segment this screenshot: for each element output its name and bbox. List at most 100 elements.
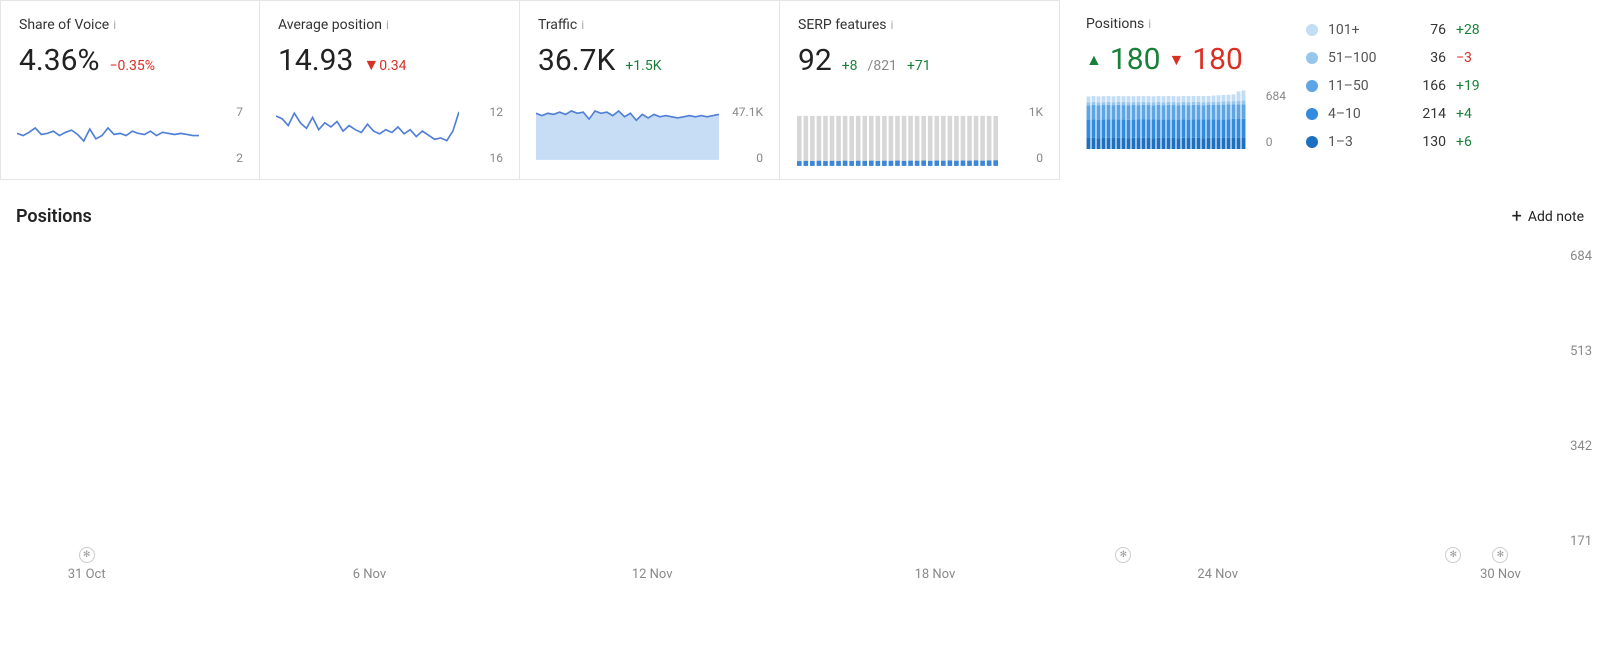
- legend-label: 11–50: [1328, 72, 1400, 100]
- triangle-down-icon: ▼: [1168, 50, 1184, 70]
- x-tick: 18 Nov: [915, 567, 956, 582]
- positions-down: 180: [1192, 42, 1243, 77]
- card-title: Average position i: [278, 17, 501, 33]
- sparkline: 1K 0: [796, 105, 1043, 165]
- legend-label: 51–100: [1328, 44, 1400, 72]
- card-title: SERP features i: [798, 17, 1041, 33]
- plus-icon: +: [1512, 206, 1522, 227]
- metric-row: 36.7K +1.5K: [538, 43, 761, 78]
- legend-label: 1–3: [1328, 128, 1400, 156]
- legend-dot-icon: [1306, 52, 1318, 64]
- sparkline-svg: [276, 105, 459, 160]
- sparkline-svg: [536, 105, 719, 160]
- info-icon[interactable]: i: [386, 18, 389, 32]
- add-note-label: Add note: [1528, 209, 1584, 225]
- legend-row[interactable]: 4–10 214 +4: [1306, 100, 1492, 128]
- positions-up-down: ▲ 180 ▼ 180: [1086, 42, 1286, 77]
- sparkline: 47.1K 0: [536, 105, 763, 165]
- card-title: Positions i: [1086, 16, 1286, 32]
- spark-y-bot: 0: [723, 151, 763, 165]
- x-tick: 30 Nov: [1480, 567, 1521, 582]
- legend-row[interactable]: 1–3130+6: [1306, 128, 1492, 156]
- legend-row[interactable]: 11–50166+19: [1306, 72, 1492, 100]
- legend-label: 101+: [1328, 16, 1400, 44]
- triangle-up-icon: ▲: [1086, 50, 1102, 70]
- metric-delta: +1.5K: [625, 58, 661, 74]
- metric-value: 4.36%: [19, 43, 99, 78]
- legend-label: 4–10: [1328, 100, 1400, 128]
- metric-row: 14.93 ▼0.34: [278, 43, 501, 78]
- card-title-text: Share of Voice: [19, 17, 109, 33]
- spark-y-top: 1K: [1003, 105, 1043, 119]
- card-serp-features[interactable]: SERP features i 92 +8 /821 +71 1K 0: [780, 0, 1060, 180]
- positions-mini-chart: 684 0: [1086, 89, 1286, 149]
- card-average-position[interactable]: Average position i 14.93 ▼0.34 12 16: [260, 0, 520, 180]
- x-tick: 24 Nov: [1197, 567, 1238, 582]
- metric-delta: −0.35%: [109, 58, 155, 74]
- spark-y-bot: 0: [1266, 135, 1286, 149]
- spark-y-top: 7: [203, 105, 243, 119]
- metric-row: 4.36% −0.35%: [19, 43, 241, 78]
- info-icon[interactable]: i: [581, 18, 584, 32]
- spark-y-labels: 7 2: [203, 105, 243, 165]
- legend-count: 214: [1410, 100, 1446, 128]
- sparkline-svg: [796, 105, 999, 166]
- gear-icon[interactable]: ✻: [1445, 547, 1461, 563]
- legend-delta: +28: [1456, 16, 1492, 44]
- y-tick: 513: [1542, 344, 1592, 359]
- sparkline: 12 16: [276, 105, 503, 165]
- spark-y-bot: 2: [203, 151, 243, 165]
- metric-value: 36.7K: [538, 43, 615, 78]
- legend-dot-icon: [1306, 80, 1318, 92]
- chart-x-axis: 31 Oct✻6 Nov12 Nov18 Nov✻24 Nov✻30 Nov✻: [16, 557, 1524, 585]
- positions-up: 180: [1110, 42, 1161, 77]
- legend-dot-icon: [1306, 136, 1318, 148]
- positions-summary: Positions i ▲ 180 ▼ 180 684 0: [1086, 16, 1286, 168]
- x-tick: 6 Nov: [353, 567, 386, 582]
- gear-icon[interactable]: ✻: [1492, 547, 1508, 563]
- metric-total: /821: [868, 58, 897, 74]
- gear-icon[interactable]: ✻: [1115, 547, 1131, 563]
- metric-value: 92: [798, 43, 832, 78]
- chart-plot[interactable]: [16, 249, 1524, 549]
- spark-y-labels: 47.1K 0: [723, 105, 763, 165]
- add-note-button[interactable]: + Add note: [1512, 206, 1584, 227]
- x-tick: 31 Oct: [68, 567, 106, 582]
- card-title-text: Traffic: [538, 17, 577, 33]
- card-title-text: SERP features: [798, 17, 887, 33]
- delta-text: 0.34: [379, 58, 406, 74]
- spark-y-bot: 0: [1003, 151, 1043, 165]
- spark-y-labels: 12 16: [463, 105, 503, 165]
- card-traffic[interactable]: Traffic i 36.7K +1.5K 47.1K 0: [520, 0, 780, 180]
- legend-count: 76: [1410, 16, 1446, 44]
- info-icon[interactable]: i: [113, 18, 116, 32]
- metric-delta: ▼0.34: [363, 55, 406, 75]
- legend-row[interactable]: 101+ 76 +28: [1306, 16, 1492, 44]
- card-positions[interactable]: Positions i ▲ 180 ▼ 180 684 0 101+ 76 +28 5…: [1060, 0, 1580, 180]
- spark-y-labels: 684 0: [1266, 89, 1286, 149]
- spark-y-top: 684: [1266, 89, 1286, 103]
- section-title: Positions: [16, 206, 92, 227]
- y-tick: 342: [1542, 439, 1592, 454]
- card-title: Share of Voice i: [19, 17, 241, 33]
- card-title-text: Average position: [278, 17, 382, 33]
- sparkline: 7 2: [17, 105, 243, 165]
- legend-count: 36: [1410, 44, 1446, 72]
- gear-icon[interactable]: ✻: [79, 547, 95, 563]
- legend-count: 130: [1410, 128, 1446, 156]
- legend-delta: +4: [1456, 100, 1492, 128]
- section-header: Positions + Add note: [0, 180, 1600, 239]
- y-tick: 684: [1542, 249, 1592, 264]
- sparkline-svg: [17, 105, 199, 160]
- card-share-of-voice[interactable]: Share of Voice i 4.36% −0.35% 7 2: [0, 0, 260, 180]
- spark-y-bot: 16: [463, 151, 503, 165]
- positions-legend: 101+76+2851–10036−311–50166+194–10214+41…: [1306, 16, 1492, 168]
- info-icon[interactable]: i: [891, 18, 894, 32]
- metric-value: 14.93: [278, 43, 353, 78]
- spark-y-top: 47.1K: [723, 105, 763, 119]
- legend-delta: +19: [1456, 72, 1492, 100]
- legend-dot-icon: [1306, 108, 1318, 120]
- sparkline-svg: [1086, 89, 1246, 149]
- info-icon[interactable]: i: [1148, 17, 1151, 31]
- legend-row[interactable]: 51–10036−3: [1306, 44, 1492, 72]
